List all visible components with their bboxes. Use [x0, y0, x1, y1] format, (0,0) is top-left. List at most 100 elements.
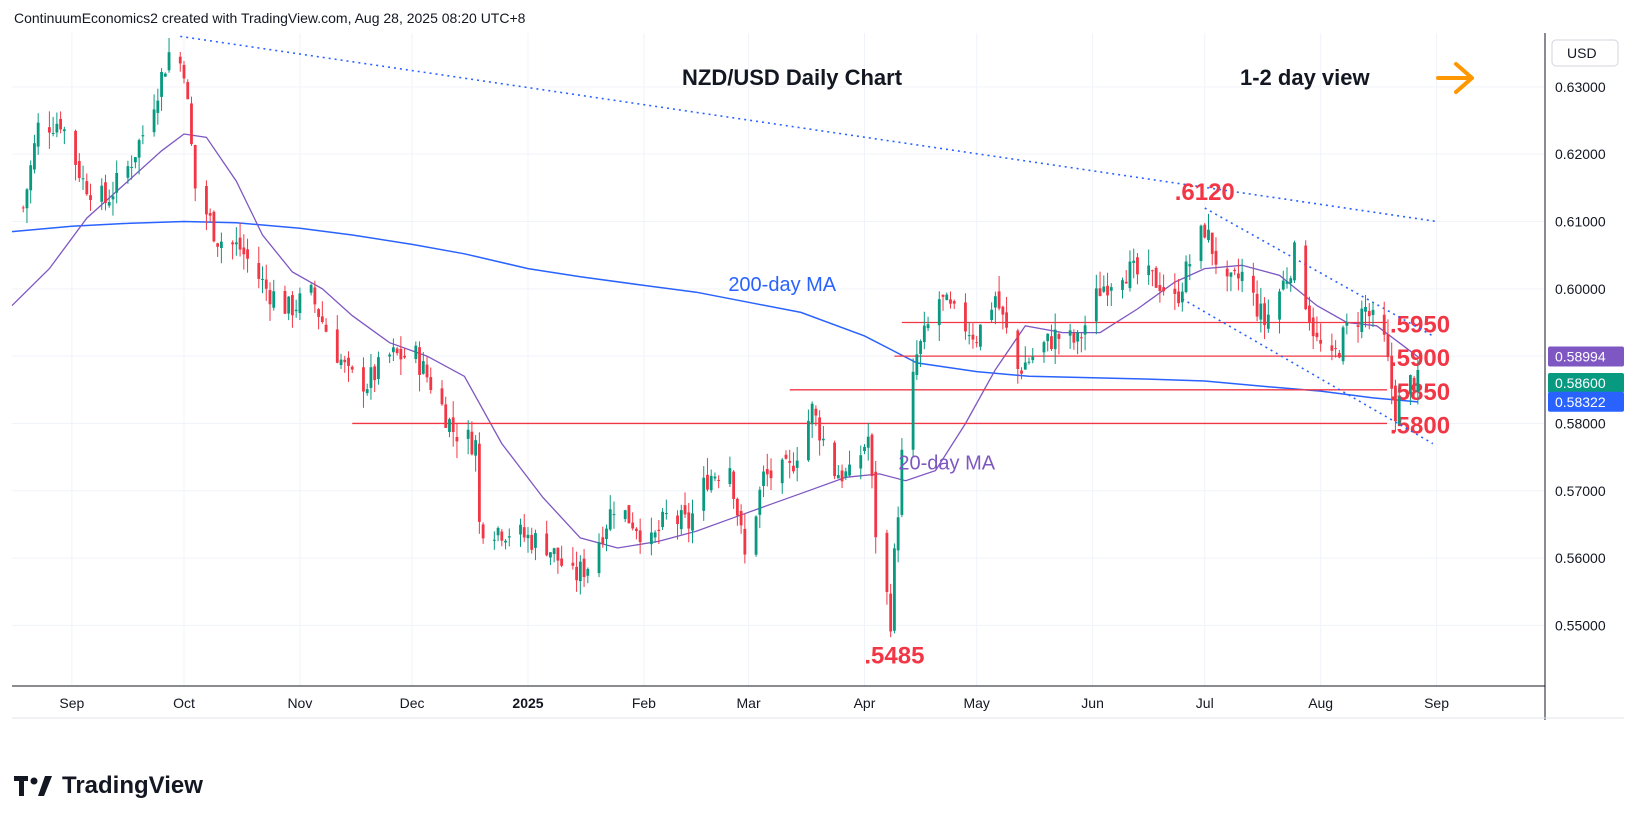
candle-body	[1293, 242, 1296, 281]
candle-body	[373, 366, 377, 381]
candle-body	[795, 460, 799, 468]
candle-body	[212, 211, 216, 242]
candle-body	[156, 100, 160, 113]
candle-body	[1397, 396, 1401, 425]
candle-body	[1020, 370, 1023, 374]
candle-body	[388, 354, 392, 357]
candle-body	[635, 528, 638, 532]
candle-body	[758, 489, 762, 515]
candle-body	[676, 515, 679, 525]
candle-body	[997, 291, 1001, 309]
candle-body	[470, 431, 474, 455]
trendlines	[180, 35, 1437, 445]
candle-body	[85, 181, 89, 195]
candle-body	[1285, 281, 1289, 284]
x-tick-label: 2025	[512, 695, 543, 711]
candle-body	[866, 436, 870, 448]
candle-body	[126, 166, 130, 178]
candle-body	[1382, 314, 1386, 335]
time-axis[interactable]: Sep Oct Nov Dec 2025 Feb Mar Apr May Jun Jul Aug Sep	[59, 695, 1449, 711]
candle-body	[448, 419, 451, 432]
candle-body	[1180, 291, 1184, 303]
candle-body	[500, 531, 504, 541]
candle-body	[1408, 375, 1412, 395]
candle-body	[496, 527, 500, 536]
candle-body	[1345, 321, 1349, 326]
ma200-layer	[11, 220, 1418, 403]
candle-body	[219, 241, 223, 249]
candle-body	[709, 475, 713, 491]
candle-body	[193, 144, 197, 189]
candle-body	[896, 517, 900, 551]
candle-body	[769, 470, 773, 479]
candle-body	[399, 348, 403, 360]
tradingview-logo[interactable]: TradingView	[14, 772, 203, 800]
x-tick-label: Feb	[632, 695, 656, 711]
arrow-right-icon	[1436, 62, 1474, 94]
candle-body	[1046, 333, 1050, 342]
candle-body	[571, 562, 575, 566]
candle-body	[1394, 385, 1397, 422]
candle-body	[1207, 229, 1210, 241]
candle-body	[137, 140, 141, 158]
candle-body	[152, 109, 156, 133]
annotations: .6120 .5485 200-day MA 20-day MA	[728, 179, 1234, 669]
trendline	[180, 35, 1437, 223]
x-tick-label: Apr	[854, 695, 876, 711]
candle-body	[874, 471, 878, 538]
candle-body	[115, 172, 119, 193]
candle-body	[582, 558, 586, 578]
candle-body	[257, 263, 261, 279]
candle-body	[1162, 287, 1166, 292]
candle-body	[474, 440, 478, 456]
candle-body	[631, 522, 635, 529]
candle-body	[309, 284, 313, 293]
candle-body	[391, 347, 395, 353]
candle-body	[1341, 327, 1345, 362]
price-axis[interactable]: 0.630000.620000.610000.600000.590000.580…	[1555, 79, 1606, 634]
candle-body	[1147, 265, 1151, 276]
candle-body	[339, 359, 343, 366]
candle-body	[780, 459, 784, 484]
price-badge-label: 0.58322	[1555, 394, 1606, 410]
candle-body	[840, 470, 844, 482]
candle-body	[1136, 257, 1139, 275]
candle-body	[77, 161, 81, 179]
candle-body	[365, 389, 369, 394]
candle-body	[1225, 268, 1229, 277]
candle-body	[556, 547, 560, 561]
candle-body	[455, 437, 459, 442]
candle-body	[343, 359, 347, 363]
candle-body	[444, 404, 448, 428]
candle-body	[440, 388, 444, 405]
ma20-line	[11, 133, 1419, 549]
candle-body	[264, 279, 268, 289]
x-tick-label: Sep	[1424, 695, 1449, 711]
level-label: .5950	[1390, 311, 1450, 338]
candle-body	[287, 296, 291, 314]
candle-body	[1319, 339, 1323, 344]
ma20-layer	[11, 133, 1419, 549]
x-tick-label: Aug	[1308, 695, 1333, 711]
candle-body	[818, 417, 822, 441]
candle-body	[1005, 312, 1008, 328]
candle-body	[754, 516, 758, 555]
candle-body	[575, 566, 578, 581]
price-badge	[1548, 346, 1624, 367]
chart-title: NZD/USD Daily Chart	[682, 65, 903, 90]
candle-body	[1210, 232, 1214, 254]
currency-box[interactable]	[1551, 39, 1619, 67]
candle-body	[967, 335, 971, 337]
grid	[12, 33, 1545, 686]
candle-body	[33, 143, 36, 170]
candle-body	[1188, 264, 1192, 267]
y-tick-label: 0.63000	[1555, 79, 1606, 95]
candle-body	[1416, 369, 1420, 392]
candle-body	[492, 539, 496, 541]
candle-body	[679, 510, 683, 530]
candle-body	[1259, 303, 1263, 320]
candle-body	[320, 316, 324, 322]
candle-body	[1068, 330, 1072, 336]
chart-attribution: ContinuumEconomics2 created with Trading…	[14, 10, 526, 26]
